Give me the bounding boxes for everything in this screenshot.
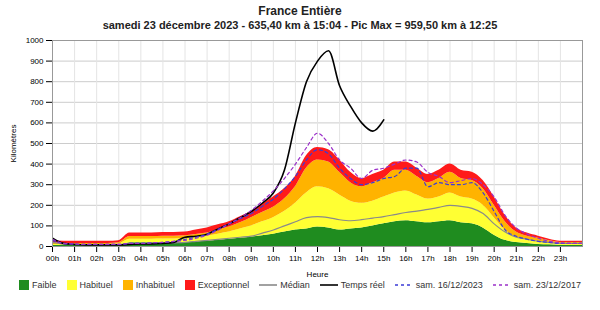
svg-text:200: 200 <box>30 201 44 210</box>
svg-text:01h: 01h <box>68 254 81 263</box>
html-text:sam. 23/12/2017: sam. 23/12/2017 <box>513 280 581 290</box>
html-text:samedi 23 décembre 2023 - 635,: samedi 23 décembre 2023 - 635,40 km à 15… <box>102 19 498 31</box>
html-text:Temps réel: Temps réel <box>340 280 385 290</box>
html-text:sam. 16/12/2023: sam. 16/12/2023 <box>415 280 483 290</box>
svg-text:500: 500 <box>30 139 44 148</box>
svg-text:09h: 09h <box>245 254 258 263</box>
svg-text:18h: 18h <box>443 254 456 263</box>
svg-text:14h: 14h <box>355 254 368 263</box>
svg-text:Heure: Heure <box>307 270 329 279</box>
svg-text:900: 900 <box>30 57 44 66</box>
svg-text:Kilomètres: Kilomètres <box>9 125 18 163</box>
html-text:Habituel: Habituel <box>79 280 113 290</box>
html-text:Faible: Faible <box>32 280 57 290</box>
html-text:Inhabituel: Inhabituel <box>135 280 175 290</box>
html-text:Médian: Médian <box>280 280 310 290</box>
svg-text:08h: 08h <box>222 254 235 263</box>
svg-text:20h: 20h <box>487 254 500 263</box>
svg-text:600: 600 <box>30 118 44 127</box>
html-text:France Entière: France Entière <box>258 4 342 18</box>
svg-text:04h: 04h <box>134 254 147 263</box>
svg-text:100: 100 <box>30 221 44 230</box>
svg-text:03h: 03h <box>112 254 125 263</box>
svg-text:700: 700 <box>30 98 44 107</box>
svg-text:11h: 11h <box>289 254 302 263</box>
svg-text:800: 800 <box>30 77 44 86</box>
svg-text:16h: 16h <box>399 254 412 263</box>
html-text:Exceptionnel: Exceptionnel <box>197 280 250 290</box>
svg-text:00h: 00h <box>46 254 59 263</box>
svg-text:13h: 13h <box>333 254 346 263</box>
svg-text:22h: 22h <box>532 254 545 263</box>
svg-text:05h: 05h <box>156 254 169 263</box>
svg-text:10h: 10h <box>267 254 280 263</box>
svg-text:0: 0 <box>39 242 44 251</box>
svg-text:12h: 12h <box>311 254 324 263</box>
svg-text:300: 300 <box>30 180 44 189</box>
svg-text:19h: 19h <box>465 254 478 263</box>
svg-text:17h: 17h <box>421 254 434 263</box>
svg-text:02h: 02h <box>90 254 103 263</box>
svg-text:15h: 15h <box>377 254 390 263</box>
svg-text:23h: 23h <box>554 254 567 263</box>
svg-text:07h: 07h <box>200 254 213 263</box>
svg-text:1000: 1000 <box>26 36 44 45</box>
svg-text:21h: 21h <box>510 254 523 263</box>
svg-text:400: 400 <box>30 160 44 169</box>
svg-text:06h: 06h <box>178 254 191 263</box>
